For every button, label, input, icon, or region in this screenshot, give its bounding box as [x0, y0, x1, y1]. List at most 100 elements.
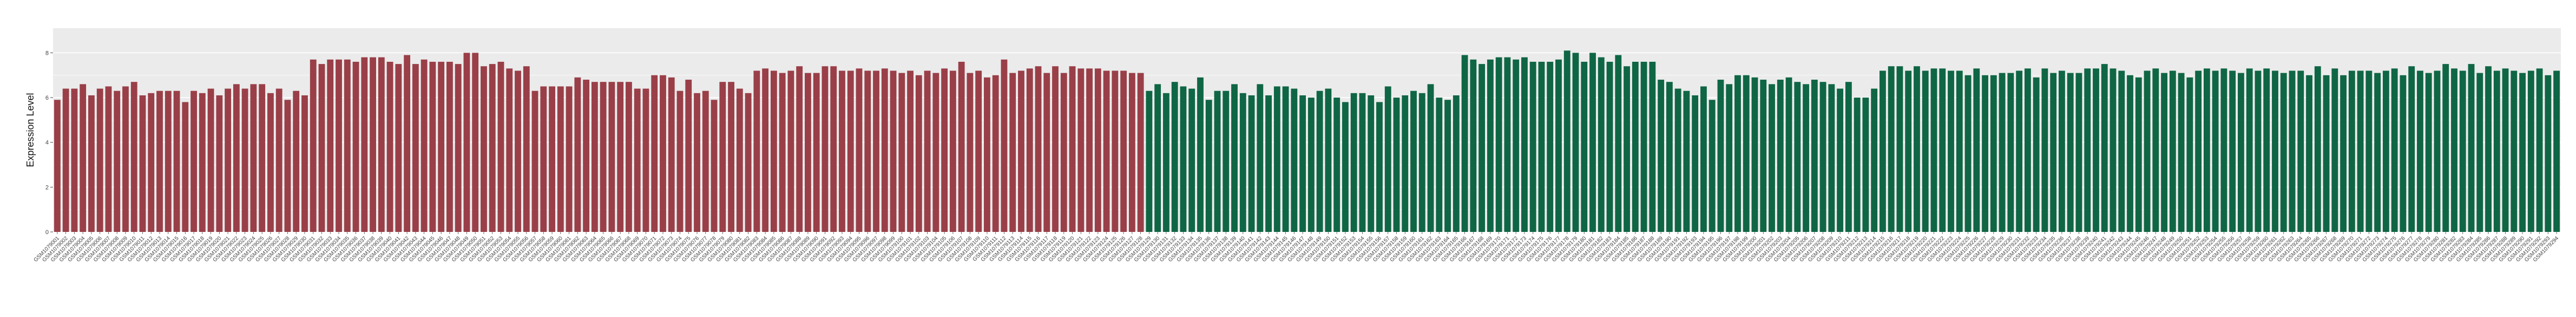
bar: [310, 59, 317, 232]
bar: [489, 64, 496, 232]
bar: [2127, 75, 2133, 232]
bar: [2391, 68, 2398, 232]
bar: [1589, 53, 1596, 232]
bar: [540, 86, 547, 232]
bar: [2110, 68, 2117, 232]
bar: [1939, 68, 1946, 232]
bar: [1888, 66, 1895, 232]
bar: [642, 88, 649, 232]
bar: [62, 88, 69, 232]
bar: [1384, 86, 1391, 232]
y-tick-label: 4: [45, 140, 49, 146]
bar: [1291, 88, 1298, 232]
bar: [2212, 70, 2219, 232]
bar: [1743, 75, 1750, 232]
bar: [1606, 61, 1613, 232]
bar: [2306, 75, 2312, 232]
bar: [2263, 68, 2270, 232]
bar: [1708, 100, 1716, 232]
bar: [386, 61, 393, 232]
bar: [617, 82, 624, 232]
bar: [2417, 70, 2423, 232]
bar: [481, 66, 487, 232]
bar: [1402, 95, 1409, 232]
bar: [2425, 73, 2432, 232]
bar: [984, 77, 990, 232]
bar: [523, 66, 530, 232]
bar: [1103, 70, 1110, 232]
bar: [2195, 70, 2202, 232]
bar: [1171, 82, 1178, 232]
bar: [2169, 70, 2176, 232]
bar: [932, 73, 939, 232]
y-tick-label: 0: [45, 229, 49, 236]
bar: [1265, 95, 1272, 232]
bar: [1948, 70, 1954, 232]
bar: [2280, 73, 2287, 232]
bar: [2382, 70, 2389, 232]
bar: [668, 77, 675, 232]
bar: [190, 90, 197, 232]
bar: [1615, 55, 1622, 232]
bar: [753, 70, 760, 232]
bar: [1734, 75, 1741, 232]
bar: [1239, 93, 1246, 232]
bar: [370, 57, 376, 232]
y-axis-ticks: 0 2 4 6 8: [45, 50, 53, 236]
bar: [967, 73, 974, 232]
y-tick-label: 8: [45, 50, 49, 56]
bar: [1376, 102, 1383, 232]
bar: [1205, 100, 1212, 232]
bar: [139, 95, 146, 232]
bar: [1871, 88, 1878, 232]
bar: [1248, 95, 1255, 232]
bar: [813, 73, 820, 232]
bar: [2511, 70, 2518, 232]
bar: [2502, 68, 2509, 232]
bar: [2365, 70, 2373, 232]
bar: [1982, 75, 1988, 232]
bar: [225, 88, 232, 232]
bar: [173, 90, 180, 232]
bar: [1658, 80, 1665, 232]
bar: [233, 84, 240, 232]
bar: [1692, 95, 1699, 232]
bar: [472, 53, 479, 232]
bar: [2050, 73, 2057, 232]
bar: [2084, 68, 2091, 232]
bar: [719, 82, 726, 232]
bar: [2238, 73, 2244, 232]
bar: [2152, 68, 2159, 232]
bar: [2408, 66, 2415, 232]
bar: [2400, 75, 2407, 232]
bar: [1803, 84, 1809, 232]
bar: [216, 95, 223, 232]
bar: [1316, 90, 1323, 232]
bar: [2007, 73, 2014, 232]
bar: [924, 70, 931, 232]
bar: [958, 61, 965, 232]
bar: [1905, 70, 1912, 232]
bar: [1018, 70, 1024, 232]
bar: [2434, 70, 2441, 232]
bar: [1231, 84, 1238, 232]
bar: [822, 66, 829, 232]
bar: [429, 61, 436, 232]
bar: [1854, 98, 1861, 232]
bar: [2220, 68, 2227, 232]
bar: [1572, 53, 1579, 232]
bar: [2041, 68, 2048, 232]
bar: [2519, 73, 2526, 232]
bar: [1077, 68, 1085, 232]
bar: [787, 70, 794, 232]
bar: [805, 73, 811, 232]
bar: [1538, 61, 1545, 232]
bar: [105, 86, 112, 232]
bar: [1845, 82, 1852, 232]
bar: [241, 88, 248, 232]
bar: [1146, 90, 1153, 232]
bar: [1273, 86, 1280, 232]
bar: [420, 59, 428, 232]
bar: [199, 93, 206, 232]
bar: [259, 84, 266, 232]
